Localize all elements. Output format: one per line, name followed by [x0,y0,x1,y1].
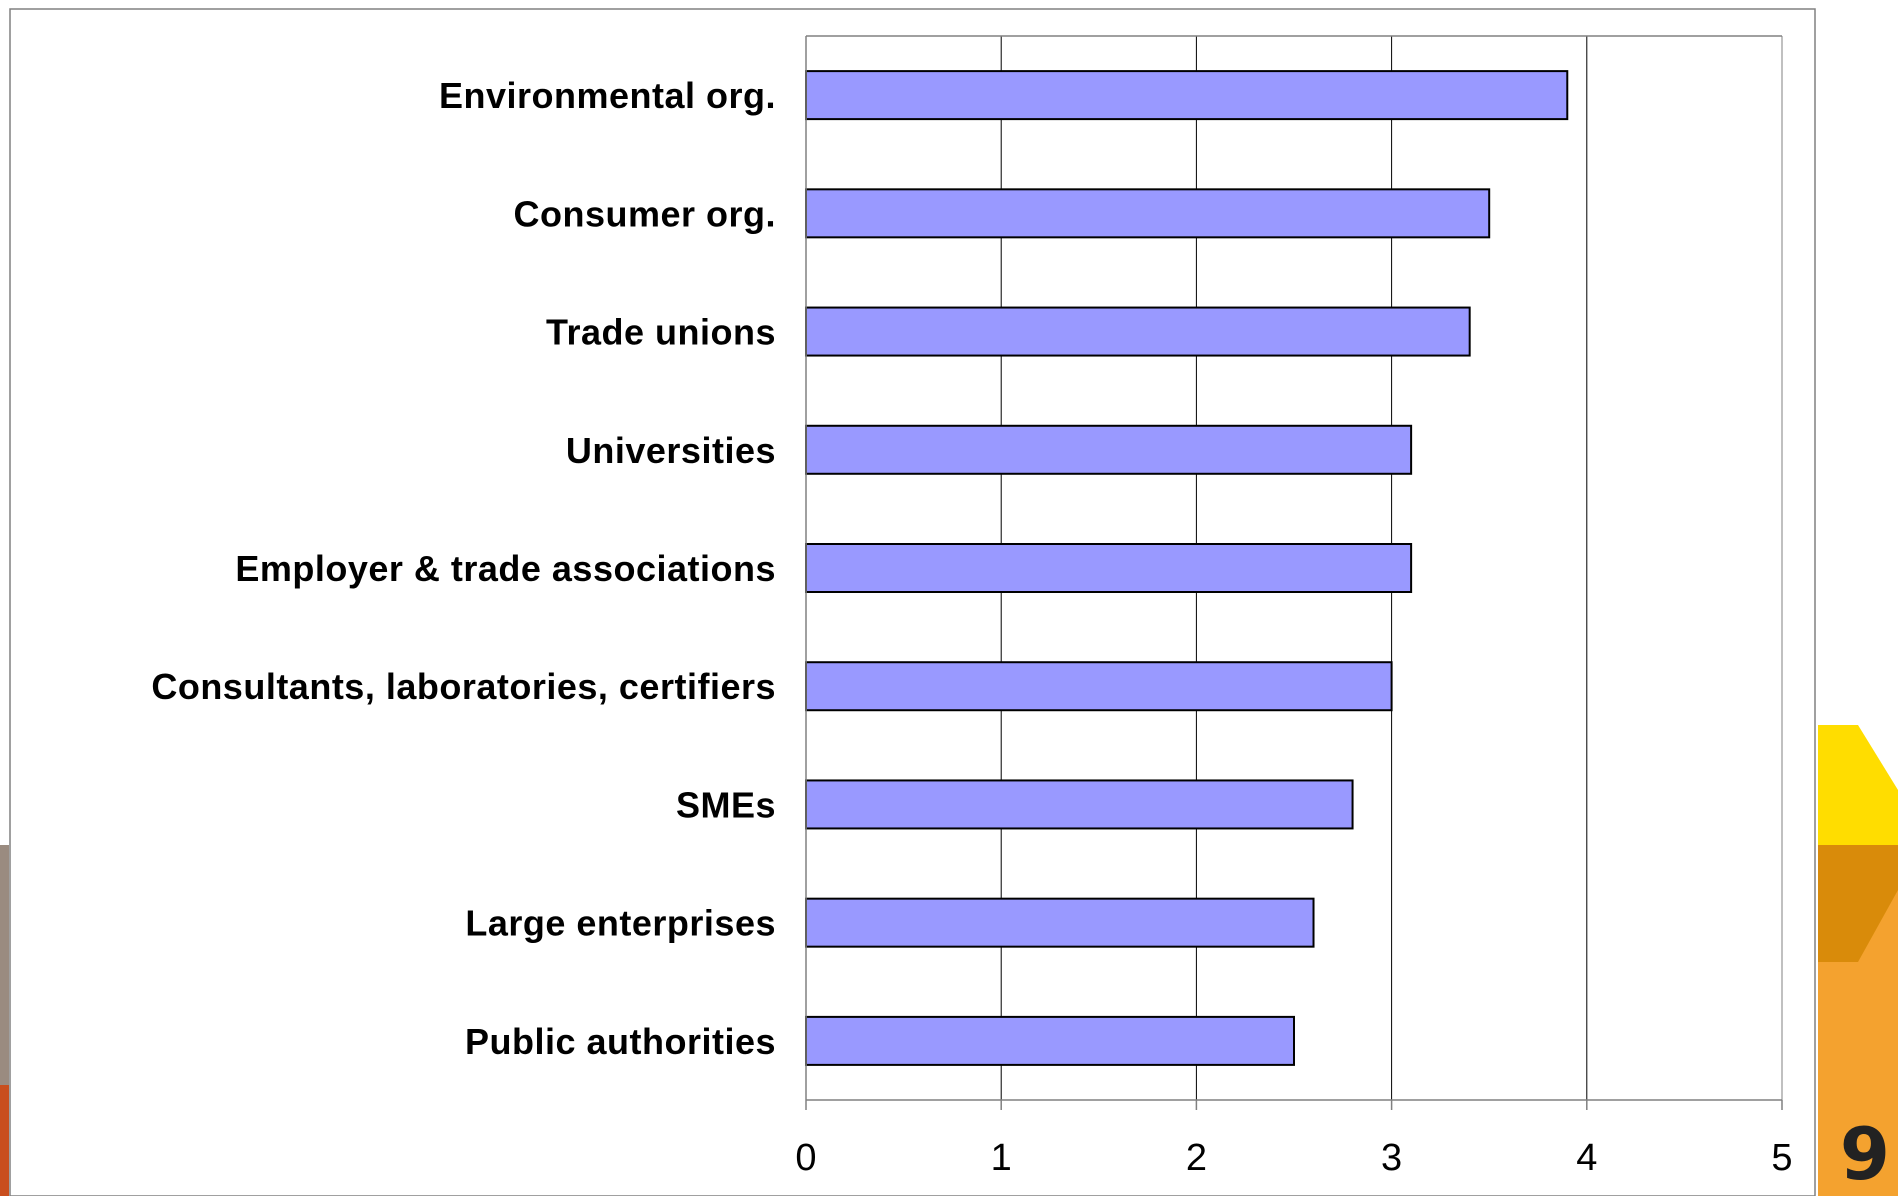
category-label: Employer & trade associations [235,548,776,589]
category-label: Large enterprises [465,903,776,944]
bar [805,306,1471,357]
bar [805,779,1354,830]
deco-left-taupe [0,845,9,1085]
category-label: Environmental org. [439,75,776,116]
deco-left-rust [0,1085,9,1196]
category-labels: Environmental org. Consumer org. Trade uni… [151,75,776,1062]
bar [805,424,1413,475]
axes [805,35,1783,1110]
deco-right-yellow [1818,725,1898,845]
x-tick-label: 4 [1576,1137,1597,1179]
x-tick-label: 2 [1186,1137,1207,1179]
bar [805,661,1393,712]
category-label: Consultants, laboratories, certifiers [151,666,776,707]
bar [805,897,1315,948]
bar [805,188,1491,239]
x-tick-label: 0 [795,1137,816,1179]
bars [805,70,1569,1066]
slide-number: 9 [1839,1112,1890,1196]
x-tick-label: 1 [991,1137,1012,1179]
x-tick-label: 5 [1771,1137,1792,1179]
category-label: SMEs [676,784,776,825]
category-label: Public authorities [465,1021,776,1062]
deco-right-dark-orange [1818,845,1898,962]
bar [805,70,1569,121]
bar [805,543,1413,593]
bar [805,1015,1295,1066]
category-label: Consumer org. [513,193,776,234]
category-label: Universities [566,430,776,471]
x-tick-label: 3 [1381,1137,1402,1179]
x-tick-labels: 0 1 2 3 4 5 [795,1137,1792,1179]
category-label: Trade unions [546,312,776,353]
